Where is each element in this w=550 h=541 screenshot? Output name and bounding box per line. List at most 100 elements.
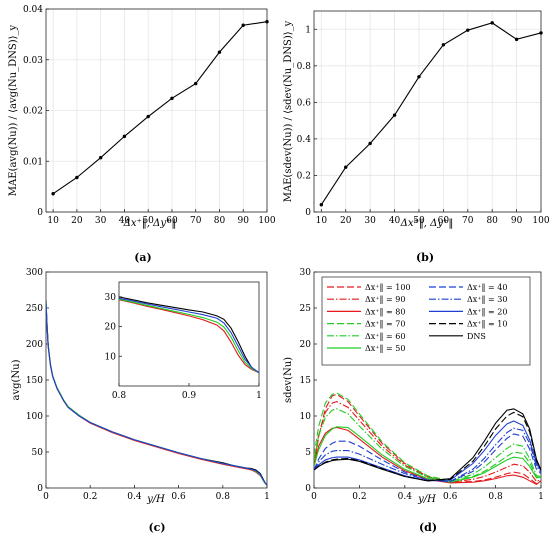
- y-tick-label: 5: [305, 448, 311, 458]
- legend-label: Δx⁺‖ = 40: [467, 283, 507, 292]
- data-point: [441, 43, 446, 47]
- legend-label: Δx⁺‖ = 70: [365, 320, 405, 329]
- inset-y-tick-label: 10: [105, 352, 117, 362]
- legend-label: Δx⁺‖ = 90: [365, 295, 405, 304]
- inset-y-tick-label: 20: [105, 323, 117, 333]
- legend-label: DNS: [467, 332, 486, 341]
- x-axis-label: Δx⁺‖, Δy⁺‖: [123, 218, 177, 229]
- data-point: [265, 19, 269, 24]
- x-tick-label: 60: [438, 216, 450, 226]
- series-line-5: [314, 408, 541, 483]
- x-tick-label: 1: [264, 492, 270, 502]
- y-tick-label: 200: [26, 340, 43, 350]
- series-line-7: [314, 433, 541, 483]
- y-tick-label: 0: [305, 484, 311, 494]
- y-tick-label: 25: [300, 304, 312, 314]
- x-tick-label: 80: [486, 216, 498, 226]
- plot-frame: [313, 10, 542, 213]
- y-axis-label: avg(Nu): [11, 359, 22, 400]
- x-tick-label: 20: [340, 216, 352, 226]
- inset-frame: [118, 281, 260, 387]
- x-tick-label: 1: [538, 492, 544, 502]
- panel-label: (c): [148, 521, 165, 534]
- panel-c: 0 0.2 0.4 0.6 0.8 1050100150200250300y/Havg(N…: [11, 268, 270, 534]
- y-tick-label: 50: [32, 448, 44, 458]
- inset-series-line-1: [119, 296, 259, 374]
- y-tick-label: 0.04: [23, 5, 43, 15]
- x-tick-label: 0.6: [443, 492, 458, 502]
- inset-plot: 0.8 0.9 1 10 20 30: [105, 281, 262, 401]
- legend-label: Δx⁺‖ = 10: [467, 320, 507, 329]
- x-tick-label: 0.8: [488, 492, 503, 502]
- panel-d: 0 0.2 0.4 0.6 0.8 1051015202530y/Hsdev(Nu)(d)…: [283, 268, 544, 534]
- legend-label: Δx⁺‖ = 30: [467, 295, 507, 304]
- y-tick-label: 0.03: [23, 56, 43, 66]
- x-tick-label: 10: [47, 216, 59, 226]
- legend-label: Δx⁺‖ = 60: [365, 332, 405, 341]
- series-line-10: [314, 411, 541, 482]
- x-tick-label: 0.8: [216, 492, 231, 502]
- x-tick-label: 20: [71, 216, 83, 226]
- inset-series-line-4: [119, 297, 259, 374]
- y-tick-label: 0.01: [23, 157, 43, 167]
- y-tick-label: 30: [300, 268, 312, 278]
- legend-box: [321, 276, 531, 366]
- inset-y-tick-label: 30: [105, 293, 117, 303]
- x-tick-label: 0: [43, 492, 49, 502]
- x-tick-label: 50: [413, 216, 425, 226]
- y-tick-label: 150: [26, 376, 43, 386]
- x-tick-label: 0.2: [352, 492, 366, 502]
- panel-label: (d): [419, 521, 437, 534]
- x-tick-label: 30: [95, 216, 107, 226]
- y-axis-label: MAE(sdev(Nu)) / ⟨sdev(Nu_DNS)⟩_y: [283, 20, 294, 202]
- x-tick-label: 60: [166, 216, 178, 226]
- series-line-4: [314, 392, 541, 482]
- panel-a: 10 20 30 40 50 60 70 80 90 100 0 0.01 0.02 0.03 0.04 Δx…: [8, 5, 276, 264]
- panel-label: (b): [416, 251, 434, 264]
- legend-label: Δx⁺‖ = 80: [365, 307, 405, 316]
- data-point: [514, 37, 519, 42]
- y-tick-label: 20: [300, 340, 312, 350]
- panel-b: 10 20 30 40 50 60 70 80 90 100 0 0.2 0.4 0.6 0.8 1 Δx⁺‖,…: [283, 10, 550, 264]
- y-tick-label: 15: [300, 376, 312, 386]
- inset-series-line-2: [119, 299, 259, 374]
- y-axis-label: MAE(avg(Nu)) / ⟨avg(Nu_DNS)⟩_y: [8, 24, 19, 196]
- x-tick-label: 30: [364, 216, 376, 226]
- y-tick-label: 100: [26, 412, 43, 422]
- data-point: [146, 114, 150, 119]
- y-tick-label: 0: [37, 484, 43, 494]
- x-tick-label: 70: [462, 216, 474, 226]
- y-tick-label: 0.4: [297, 135, 312, 145]
- y-tick-label: 0.6: [297, 98, 312, 108]
- data-point: [122, 134, 127, 139]
- data-point: [319, 202, 324, 207]
- data-point: [194, 81, 198, 86]
- x-tick-label: 40: [119, 216, 131, 226]
- y-axis-label: sdev(Nu): [283, 357, 294, 403]
- data-point: [490, 21, 494, 25]
- x-tick-label: 70: [190, 216, 202, 226]
- y-tick-label: 300: [26, 268, 43, 278]
- y-tick-label: 10: [300, 412, 312, 422]
- x-axis-label: y/H: [146, 494, 165, 505]
- x-tick-label: 0.4: [398, 492, 413, 502]
- inset-series-line-3: [119, 298, 259, 374]
- series-line-1: [52, 21, 267, 195]
- series-line-4: [46, 302, 267, 486]
- data-point: [51, 192, 55, 196]
- legend: Δx⁺‖ = 100 Δx⁺‖ = 90 Δx⁺‖ = 80 Δx⁺‖ = 70 Δx⁺…: [321, 276, 531, 366]
- x-tick-label: 10: [316, 216, 328, 226]
- x-axis-label: Δx⁺‖, Δy⁺‖: [400, 218, 454, 229]
- x-tick-label: 90: [238, 216, 250, 226]
- x-tick-label: 0.4: [127, 492, 142, 502]
- legend-label: Δx⁺‖ = 100: [365, 283, 411, 292]
- y-tick-label: 0: [37, 208, 43, 218]
- x-tick-label: 0: [311, 492, 317, 502]
- inset-x-tick-label: 0.8: [112, 391, 127, 401]
- inset-x-tick-label: 0.9: [182, 391, 197, 401]
- y-tick-label: 0.02: [23, 107, 43, 117]
- series-line-2: [314, 401, 541, 483]
- legend-label: Δx⁺‖ = 20: [467, 307, 507, 316]
- y-tick-label: 0.2: [297, 171, 311, 181]
